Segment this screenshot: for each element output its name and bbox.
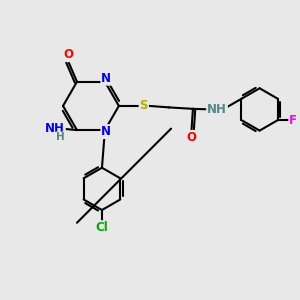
Text: S: S [140, 99, 148, 112]
Text: NH: NH [45, 122, 65, 135]
Text: F: F [289, 113, 297, 127]
Text: NH: NH [207, 103, 227, 116]
Text: N: N [101, 72, 111, 85]
Text: N: N [101, 125, 111, 138]
Text: H: H [56, 132, 64, 142]
Text: Cl: Cl [96, 221, 108, 234]
Text: O: O [187, 131, 196, 144]
Text: O: O [63, 48, 73, 61]
